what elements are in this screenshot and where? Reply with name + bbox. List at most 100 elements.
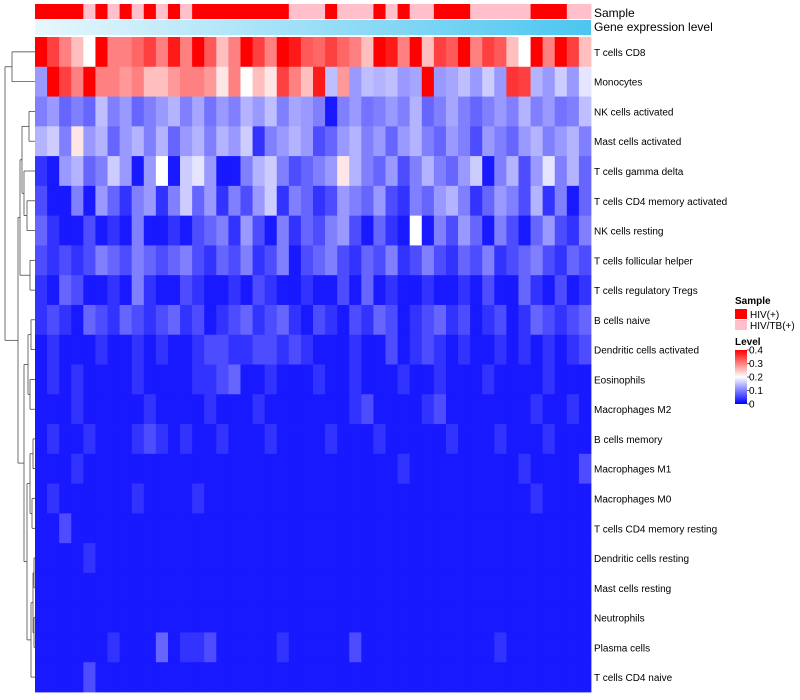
heatmap-cell xyxy=(155,96,169,127)
heatmap-cell xyxy=(119,334,133,365)
heatmap-cell xyxy=(373,364,386,395)
heatmap-cell xyxy=(47,513,60,544)
heatmap-cell xyxy=(83,453,96,484)
heatmap-cell xyxy=(228,126,241,157)
heatmap-cell xyxy=(349,126,362,157)
heatmap-cell xyxy=(264,215,278,246)
heatmap-cell xyxy=(252,96,266,127)
heatmap-cell xyxy=(554,424,568,455)
heatmap-cell xyxy=(554,66,568,97)
heatmap-cell xyxy=(83,513,96,544)
heatmap-cell xyxy=(421,453,435,484)
sample-annotation-cell xyxy=(337,4,350,19)
heatmap-cell xyxy=(385,66,399,97)
heatmap-cell xyxy=(458,424,471,455)
heatmap-cell xyxy=(59,126,72,157)
heatmap-cell xyxy=(409,424,423,455)
heatmap-cell xyxy=(276,275,290,306)
heatmap-cell xyxy=(216,156,229,187)
heatmap-cell xyxy=(264,453,278,484)
sample-annotation-cell xyxy=(143,4,157,19)
heatmap-cell xyxy=(421,394,435,425)
heatmap-cell xyxy=(143,334,157,365)
heatmap-cell xyxy=(433,572,447,604)
heatmap-cell xyxy=(373,483,386,514)
heatmap-cell xyxy=(409,602,423,633)
heatmap-cell xyxy=(288,156,302,187)
heatmap-cell xyxy=(554,394,568,425)
heatmap-cell xyxy=(494,513,507,544)
heatmap-cell xyxy=(59,543,72,574)
heatmap-cell xyxy=(385,96,399,127)
heatmap-cell xyxy=(288,543,302,574)
heatmap-cell xyxy=(180,66,193,97)
heatmap-cell xyxy=(47,364,60,395)
heatmap-cell xyxy=(482,37,495,68)
heatmap-cell xyxy=(421,275,435,306)
heatmap-cell xyxy=(35,156,48,187)
heatmap-cell xyxy=(325,304,338,336)
heatmap-cell xyxy=(566,364,580,395)
heatmap-cell xyxy=(131,632,145,663)
heatmap-cell xyxy=(542,215,556,246)
heatmap-cell xyxy=(59,364,72,395)
heatmap-cell xyxy=(47,632,60,663)
heatmap-cell xyxy=(349,245,362,276)
heatmap-cell xyxy=(180,185,193,217)
sample-annotation-cell xyxy=(506,4,519,19)
heatmap-cell xyxy=(458,66,471,97)
heatmap-cell xyxy=(397,394,411,425)
heatmap-cell xyxy=(433,215,447,246)
heatmap-cell xyxy=(566,424,580,455)
heatmap-cell xyxy=(240,662,253,693)
heatmap-cell xyxy=(433,37,447,68)
heatmap-cell xyxy=(167,543,181,574)
heatmap-cell xyxy=(252,304,266,336)
heatmap-cell xyxy=(119,245,133,276)
heatmap-cell xyxy=(494,572,507,604)
heatmap-cell xyxy=(313,483,326,514)
heatmap-cell xyxy=(216,513,229,544)
heatmap-cell xyxy=(119,37,133,68)
heatmap-cell xyxy=(494,364,507,395)
heatmap-cell xyxy=(180,156,193,187)
heatmap-cell xyxy=(325,632,338,663)
heatmap-cell xyxy=(167,126,181,157)
heatmap-cell xyxy=(35,304,48,336)
heatmap-cell xyxy=(458,37,471,68)
heatmap-cell xyxy=(554,453,568,484)
sample-annotation-cell xyxy=(433,4,447,19)
heatmap-cell xyxy=(276,602,290,633)
level-ticks: 0.4 0.3 0.2 0.1 0 xyxy=(747,346,763,411)
heatmap-cell xyxy=(107,96,121,127)
heatmap-cell xyxy=(180,37,193,68)
heatmap-cell xyxy=(458,245,471,276)
heatmap-cell xyxy=(59,37,72,68)
heatmap-cell xyxy=(458,334,471,365)
heatmap-cell xyxy=(240,364,253,395)
heatmap-cell xyxy=(542,126,556,157)
heatmap-cell xyxy=(566,304,580,336)
heatmap-cell xyxy=(131,334,145,365)
heatmap-cell xyxy=(361,632,374,663)
row-label: T cells follicular helper xyxy=(594,256,693,267)
heatmap-cell xyxy=(155,215,169,246)
heatmap-cell xyxy=(397,304,411,336)
heatmap-cell xyxy=(542,424,556,455)
row-label: T cells regulatory Tregs xyxy=(594,286,698,297)
heatmap-cell xyxy=(578,602,592,633)
heatmap-cell xyxy=(204,632,217,663)
heatmap-cell xyxy=(131,543,145,574)
heatmap-cell xyxy=(325,453,338,484)
heatmap-cell xyxy=(409,364,423,395)
heatmap-cell xyxy=(47,424,60,455)
heatmap-cell xyxy=(530,572,544,604)
heatmap-cell xyxy=(143,304,157,336)
heatmap-cell xyxy=(494,245,507,276)
heatmap-cell xyxy=(458,156,471,187)
heatmap-cell xyxy=(300,424,314,455)
heatmap-cell xyxy=(325,572,338,604)
heatmap-cell xyxy=(470,96,483,127)
heatmap-cell xyxy=(433,334,447,365)
heatmap-cell xyxy=(276,156,290,187)
